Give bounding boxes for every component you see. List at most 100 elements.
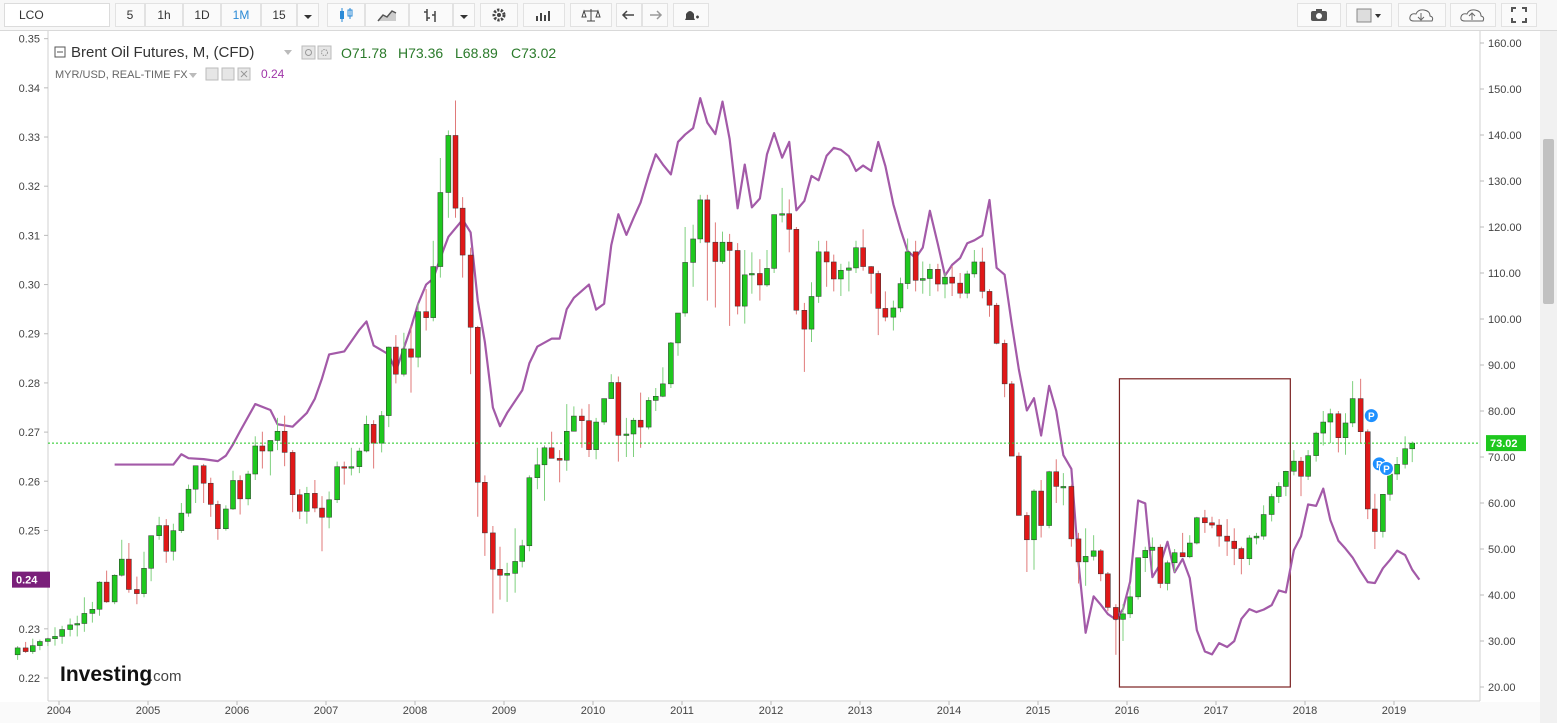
price-chart[interactable]: PP P 0.350.340.330.320.310.300.290.280.27… bbox=[0, 31, 1540, 723]
legend-low-value: L68.89 bbox=[455, 45, 498, 61]
legend-close-value: C73.02 bbox=[511, 45, 556, 61]
bars-type-button[interactable] bbox=[409, 3, 453, 27]
right-axis-label: 160.00 bbox=[1488, 38, 1522, 50]
candle-body bbox=[882, 308, 889, 318]
candle bbox=[1365, 429, 1371, 520]
fullscreen-icon bbox=[1511, 7, 1527, 23]
candle bbox=[882, 291, 889, 322]
compare-button[interactable] bbox=[570, 3, 612, 27]
candle-body bbox=[1024, 515, 1030, 541]
candle bbox=[712, 222, 719, 308]
overlay-series-settings-icon[interactable] bbox=[221, 67, 235, 81]
candle bbox=[319, 496, 325, 552]
interval-1d-button[interactable]: 1D bbox=[183, 3, 221, 27]
candle-body bbox=[519, 545, 525, 562]
candle bbox=[1149, 537, 1156, 570]
interval-1m-button[interactable]: 1M bbox=[221, 3, 261, 27]
overlay-series-value: 0.24 bbox=[261, 67, 285, 81]
pivot-marker-label: P bbox=[1383, 465, 1390, 476]
candlestick-icon bbox=[340, 8, 353, 22]
candle-body bbox=[103, 581, 110, 603]
candle bbox=[653, 388, 659, 411]
candle-body bbox=[875, 273, 881, 309]
candle-body bbox=[1031, 490, 1037, 541]
candle-body bbox=[749, 273, 755, 276]
candle bbox=[742, 250, 748, 324]
candle-body bbox=[141, 568, 147, 594]
candle-body bbox=[1276, 486, 1282, 497]
candle-body bbox=[815, 251, 822, 297]
candle bbox=[356, 447, 363, 474]
candle-body bbox=[512, 561, 518, 574]
chart-type-dropdown-button[interactable] bbox=[453, 3, 475, 27]
symbol-input[interactable]: LCO bbox=[4, 3, 110, 27]
candle bbox=[437, 158, 444, 278]
overlay-series-dropdown-icon[interactable] bbox=[189, 73, 197, 78]
candle bbox=[192, 465, 199, 503]
redo-button[interactable] bbox=[642, 3, 668, 27]
candle bbox=[81, 597, 88, 632]
candle-body bbox=[378, 415, 385, 444]
candle bbox=[920, 261, 926, 294]
candle-body bbox=[1327, 413, 1334, 423]
candle-body bbox=[653, 396, 659, 401]
candle-body bbox=[334, 466, 340, 501]
main-series-settings-icon[interactable] bbox=[317, 45, 332, 60]
interval-1h-button[interactable]: 1h bbox=[145, 3, 183, 27]
candle-body bbox=[319, 507, 325, 518]
candle bbox=[1327, 408, 1334, 444]
area-type-button[interactable] bbox=[365, 3, 409, 27]
candle bbox=[1291, 450, 1297, 476]
candle-body bbox=[452, 135, 459, 209]
candle bbox=[697, 194, 703, 244]
candle-body bbox=[45, 638, 51, 642]
candle bbox=[185, 484, 192, 517]
candle bbox=[482, 475, 488, 556]
interval-15-button[interactable]: 15 bbox=[261, 3, 297, 27]
candle-body bbox=[1291, 460, 1297, 472]
scrollbar-thumb[interactable] bbox=[1543, 139, 1554, 304]
main-series-dropdown-icon[interactable] bbox=[284, 50, 292, 55]
candle-body bbox=[1068, 486, 1075, 540]
left-axis-label: 0.34 bbox=[19, 83, 40, 95]
overlay-series-hide-icon[interactable] bbox=[205, 67, 219, 81]
pivot-marker: P bbox=[1363, 408, 1379, 424]
candle-body bbox=[704, 199, 711, 243]
time-axis-label: 2011 bbox=[670, 705, 694, 717]
template-dropdown-button[interactable] bbox=[1346, 3, 1392, 27]
candle-body bbox=[1001, 343, 1008, 385]
page-scrollbar[interactable] bbox=[1540, 31, 1557, 723]
indicators-button[interactable] bbox=[523, 3, 565, 27]
interval-dropdown-button[interactable] bbox=[297, 3, 319, 27]
save-cloud-button[interactable] bbox=[1450, 3, 1496, 27]
candle-body bbox=[637, 419, 644, 428]
candle-body bbox=[571, 415, 577, 432]
candle-body bbox=[1157, 546, 1164, 584]
add-alert-button[interactable] bbox=[673, 3, 709, 27]
candle bbox=[927, 263, 933, 296]
fullscreen-button[interactable] bbox=[1501, 3, 1537, 27]
candle bbox=[1209, 516, 1215, 529]
overlay-series-label: MYR/USD, REAL-TIME FX bbox=[55, 69, 188, 81]
settings-button[interactable] bbox=[480, 3, 518, 27]
candle bbox=[986, 289, 993, 317]
main-series-hide-icon[interactable] bbox=[301, 45, 316, 60]
candle bbox=[868, 266, 874, 294]
candle bbox=[163, 519, 169, 563]
undo-button[interactable] bbox=[616, 3, 642, 27]
screenshot-button[interactable] bbox=[1297, 3, 1341, 27]
candle-body bbox=[1298, 460, 1304, 477]
candle bbox=[1335, 411, 1342, 453]
candle-body bbox=[156, 525, 162, 536]
candles-type-button[interactable] bbox=[327, 3, 365, 27]
left-axis-label: 0.30 bbox=[19, 280, 40, 292]
candle bbox=[37, 639, 43, 651]
candle-body bbox=[119, 558, 125, 576]
interval-5-button[interactable]: 5 bbox=[115, 3, 145, 27]
left-axis-label: 0.26 bbox=[19, 476, 40, 488]
candle-body bbox=[838, 269, 844, 280]
load-cloud-button[interactable] bbox=[1398, 3, 1446, 27]
candle bbox=[668, 342, 674, 388]
candle bbox=[22, 641, 29, 653]
